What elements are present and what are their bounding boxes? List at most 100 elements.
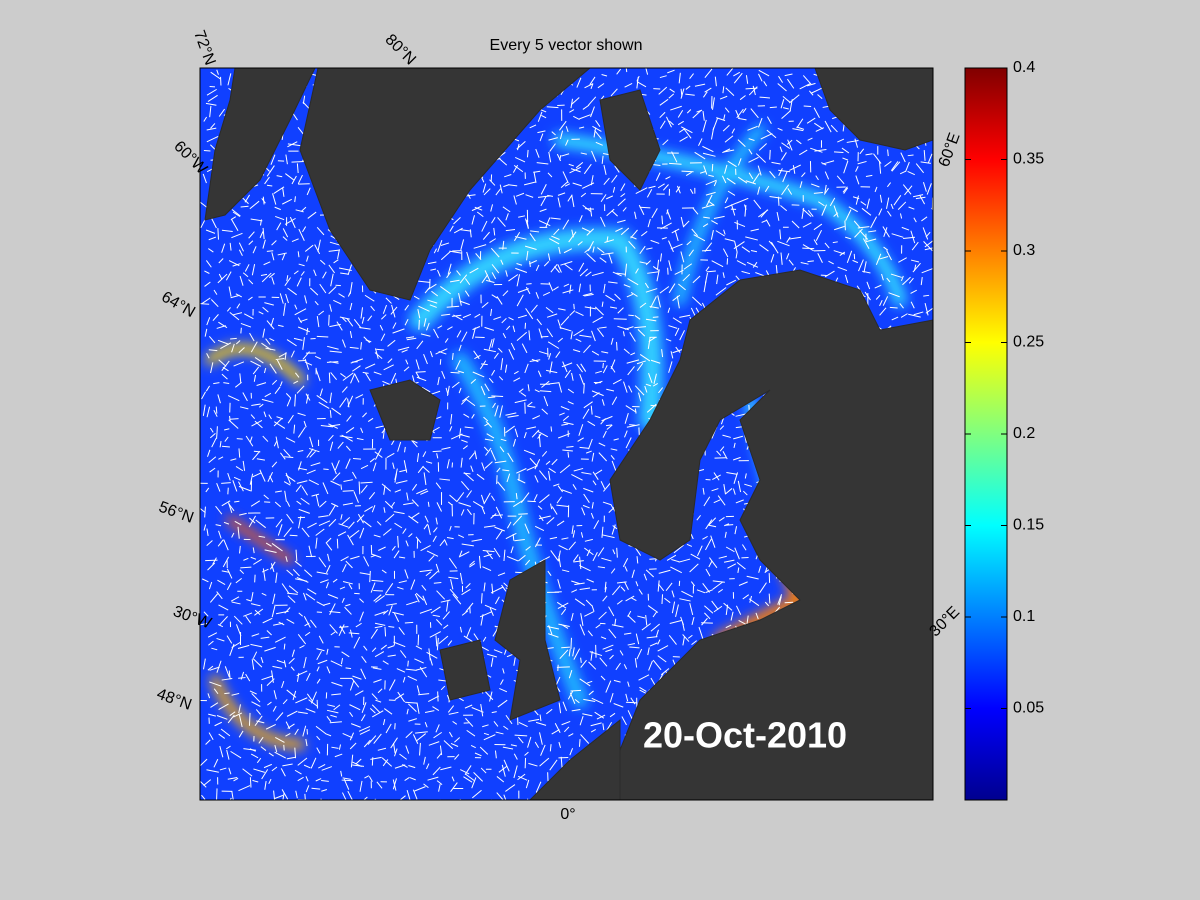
vector bbox=[363, 645, 368, 651]
vector bbox=[724, 238, 735, 242]
vector bbox=[349, 302, 353, 311]
vector bbox=[273, 440, 278, 447]
vector bbox=[284, 607, 291, 614]
vector bbox=[634, 658, 638, 668]
vector bbox=[464, 704, 473, 709]
vector bbox=[660, 668, 670, 676]
vector bbox=[286, 618, 295, 624]
vector bbox=[550, 264, 558, 273]
vector bbox=[601, 301, 604, 307]
vector bbox=[705, 266, 710, 272]
vector bbox=[215, 406, 218, 414]
vector bbox=[398, 580, 407, 584]
vector bbox=[427, 261, 437, 265]
vector bbox=[333, 259, 339, 264]
vector bbox=[670, 351, 674, 359]
vector bbox=[287, 143, 301, 147]
vector bbox=[385, 582, 394, 595]
vector bbox=[602, 501, 612, 506]
vector bbox=[423, 472, 427, 486]
vector bbox=[326, 543, 333, 551]
vector bbox=[788, 259, 794, 266]
vector bbox=[342, 502, 354, 506]
vector bbox=[496, 776, 505, 783]
vector bbox=[216, 483, 221, 492]
vector bbox=[556, 496, 562, 504]
vector bbox=[274, 206, 281, 211]
vector bbox=[758, 143, 767, 151]
vector bbox=[780, 152, 787, 161]
vector bbox=[264, 780, 267, 790]
vector bbox=[495, 731, 504, 735]
vector bbox=[251, 693, 261, 703]
vector bbox=[580, 152, 587, 155]
vector bbox=[505, 412, 517, 416]
vector bbox=[611, 524, 616, 535]
vector bbox=[363, 739, 371, 748]
vector bbox=[380, 644, 387, 650]
vector bbox=[622, 558, 629, 567]
vector bbox=[637, 329, 646, 337]
vector bbox=[650, 359, 661, 364]
vector bbox=[679, 314, 691, 318]
vector bbox=[668, 635, 677, 645]
vector bbox=[382, 380, 392, 386]
vector bbox=[924, 303, 929, 316]
vector bbox=[338, 293, 345, 298]
vector bbox=[505, 784, 516, 792]
vector bbox=[523, 449, 536, 455]
vector bbox=[255, 709, 262, 715]
vector bbox=[340, 770, 343, 777]
vector bbox=[306, 187, 311, 196]
vector bbox=[576, 77, 582, 88]
vector bbox=[423, 354, 428, 365]
vector bbox=[496, 792, 504, 800]
vector bbox=[497, 217, 506, 227]
vector bbox=[456, 492, 465, 503]
vector bbox=[543, 261, 550, 267]
vector bbox=[415, 359, 420, 370]
vector bbox=[598, 326, 607, 329]
vector bbox=[239, 373, 242, 384]
vector bbox=[726, 177, 736, 185]
vector bbox=[652, 611, 658, 618]
vector bbox=[641, 623, 651, 631]
vector bbox=[496, 296, 503, 305]
vector bbox=[286, 501, 291, 507]
vector bbox=[738, 117, 747, 121]
vector bbox=[696, 515, 701, 521]
vector bbox=[742, 108, 747, 114]
vector bbox=[239, 512, 247, 516]
vector bbox=[907, 154, 914, 157]
vector bbox=[813, 192, 823, 194]
vector bbox=[346, 415, 352, 422]
vector bbox=[689, 188, 694, 195]
vector bbox=[443, 740, 454, 749]
vector bbox=[502, 469, 510, 472]
colorbar-tick-label: 0.4 bbox=[1013, 59, 1035, 76]
vector bbox=[891, 316, 899, 321]
vector bbox=[639, 245, 646, 255]
vector bbox=[282, 228, 289, 238]
vector bbox=[750, 228, 759, 232]
vector bbox=[763, 81, 768, 87]
vector bbox=[271, 276, 275, 285]
vector bbox=[807, 137, 813, 141]
vector bbox=[307, 211, 317, 219]
vector bbox=[233, 712, 242, 718]
vector bbox=[494, 405, 499, 417]
vector bbox=[329, 441, 334, 451]
vector bbox=[317, 239, 321, 252]
vector bbox=[581, 507, 586, 516]
vector bbox=[582, 408, 590, 419]
vector bbox=[652, 266, 660, 271]
vector bbox=[263, 763, 273, 769]
vector bbox=[395, 480, 408, 484]
vector bbox=[298, 516, 302, 529]
vector bbox=[376, 521, 382, 526]
vector bbox=[371, 693, 378, 700]
vector bbox=[572, 182, 582, 187]
vector bbox=[829, 197, 836, 207]
vector bbox=[711, 220, 718, 225]
